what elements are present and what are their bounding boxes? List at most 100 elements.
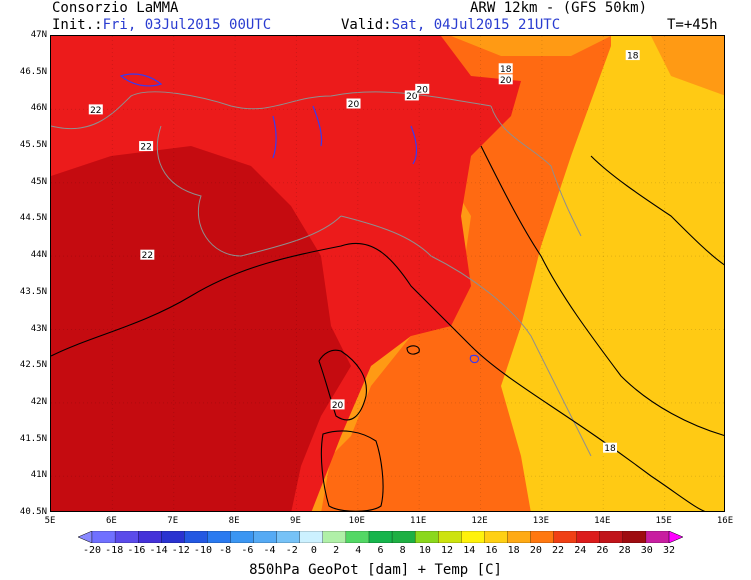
contour-label-box bbox=[330, 399, 345, 410]
colorbar-segment bbox=[299, 531, 324, 543]
colorbar-tick-label: -16 bbox=[127, 545, 146, 556]
map-panel[interactable]: 22 22 22 20 20 20 18 20 18 20 18 bbox=[50, 35, 725, 512]
contour-label: 18 bbox=[603, 442, 618, 454]
model-label: ARW 12km - (GFS 50km) bbox=[470, 0, 648, 16]
contour-label-box bbox=[346, 98, 361, 109]
lon-tick-label: 5E bbox=[44, 516, 56, 526]
lake-trasimeno bbox=[469, 354, 480, 364]
colorbar-segment bbox=[253, 531, 278, 543]
colorbar-segment bbox=[622, 531, 647, 543]
lat-tick-label: 44N bbox=[30, 250, 47, 261]
contour-label-text: 22 bbox=[90, 106, 101, 116]
valid-value: Sat, 04Jul2015 21UTC bbox=[391, 17, 561, 33]
lake-garda bbox=[410, 125, 418, 165]
colorbar-tick-label: 18 bbox=[507, 545, 520, 556]
colorbar-segment bbox=[599, 531, 624, 543]
colorbar-segment bbox=[91, 531, 116, 543]
colorbar-tick-label: 12 bbox=[441, 545, 454, 556]
lakes bbox=[119, 73, 480, 364]
lat-tick-label: 45N bbox=[30, 176, 47, 187]
border-france-italy bbox=[51, 91, 492, 130]
contour-label: 20 bbox=[415, 83, 430, 95]
colorbar-tick-label: 30 bbox=[640, 545, 653, 556]
temperature-fill bbox=[51, 36, 724, 511]
contour-label-text: 18 bbox=[604, 444, 616, 454]
border-central-italy bbox=[340, 215, 592, 457]
lat-tick-label: 44.5N bbox=[19, 213, 47, 224]
colorbar-segment bbox=[184, 531, 208, 543]
colorbar-tick-label: 24 bbox=[574, 545, 587, 556]
lon-tick-label: 6E bbox=[105, 516, 117, 526]
colorbar-segment bbox=[114, 531, 139, 543]
contour-label: 18 bbox=[498, 63, 513, 75]
colorbar-segment bbox=[368, 531, 393, 543]
lon-tick-label: 10E bbox=[348, 516, 365, 526]
colorbar-segment bbox=[530, 531, 555, 543]
legend-title: 850hPa GeoPot [dam] + Temp [C] bbox=[249, 562, 502, 578]
colorbar-tick-label: -10 bbox=[193, 545, 212, 556]
lon-tick-label: 9E bbox=[290, 516, 301, 526]
coastlines bbox=[51, 145, 724, 511]
init-time: Init.:Fri, 03Jul2015 00UTC bbox=[52, 17, 271, 33]
colorbar-segment bbox=[391, 531, 416, 543]
colorbar-tick-label: 32 bbox=[662, 545, 676, 556]
contour-label: 22 bbox=[88, 104, 103, 116]
colorbar-segment bbox=[438, 531, 462, 543]
lat-tick-label: 43.5N bbox=[19, 286, 47, 297]
colorbar-tick-label: 16 bbox=[485, 545, 498, 556]
init-value: Fri, 03Jul2015 00UTC bbox=[102, 17, 272, 33]
lake-maggiore bbox=[272, 115, 277, 159]
colorbar-tick-label: 22 bbox=[552, 545, 565, 556]
colorbar-tick-label: -12 bbox=[171, 545, 190, 556]
valid-label: Valid: bbox=[341, 17, 392, 33]
lat-tick-label: 42N bbox=[30, 396, 47, 407]
valid-time: Valid:Sat, 04Jul2015 21UTC bbox=[341, 17, 560, 33]
colorbar-tick-label: -14 bbox=[149, 545, 168, 556]
contour-label-box bbox=[415, 83, 430, 94]
colorbar-tick-label: 4 bbox=[355, 545, 362, 556]
lat-tick-label: 47N bbox=[30, 30, 47, 40]
colorbar-tick-label: 26 bbox=[596, 545, 609, 556]
temp-zone-14 bbox=[491, 36, 724, 511]
colorbar-tick-label: 28 bbox=[618, 545, 631, 556]
colorbar-segment bbox=[276, 531, 301, 543]
lon-tick-label: 15E bbox=[655, 516, 672, 526]
contour-label-text: 20 bbox=[348, 100, 360, 110]
coast-ligurian bbox=[51, 242, 472, 357]
colorbar-arrow-left bbox=[78, 531, 93, 543]
colorbar-tick-label: 10 bbox=[418, 545, 431, 556]
colorbar-segment bbox=[576, 531, 601, 543]
contour-label-box bbox=[404, 90, 419, 101]
contour-label-text: 20 bbox=[406, 92, 418, 102]
colorbar-segment bbox=[161, 531, 185, 543]
colorbar-tick-label: 8 bbox=[399, 545, 406, 556]
contour-label-box bbox=[498, 74, 513, 85]
colorbar-segment bbox=[345, 531, 370, 543]
colorbar-tick-label: 2 bbox=[333, 545, 340, 556]
colorbar-segment bbox=[322, 531, 347, 543]
coast-istria bbox=[590, 155, 724, 266]
colorbar-segment bbox=[507, 531, 531, 543]
lat-tick-label: 42.5N bbox=[19, 360, 47, 371]
colorbar-segment bbox=[645, 531, 670, 543]
lat-tick-label: 46N bbox=[30, 103, 47, 114]
colorbar-tick-label: -4 bbox=[263, 545, 276, 556]
colorbar-segment bbox=[461, 531, 485, 543]
coast-elba bbox=[406, 345, 420, 355]
border-italy-slovenia bbox=[490, 105, 582, 237]
lon-tick-label: 16E bbox=[716, 516, 734, 526]
contour-label-text: 22 bbox=[142, 251, 153, 261]
contour-label-text: 18 bbox=[627, 52, 639, 62]
contour-label-box bbox=[625, 50, 640, 61]
contour-label-box bbox=[498, 63, 513, 74]
contour-label-box bbox=[140, 249, 155, 260]
color-legend-bar bbox=[78, 531, 683, 543]
contour-label-box bbox=[603, 442, 618, 453]
colorbar-tick-label: 6 bbox=[377, 545, 384, 556]
coast-sardinia bbox=[320, 430, 384, 511]
contour-label-text: 20 bbox=[417, 85, 429, 95]
lon-tick-label: 8E bbox=[228, 516, 240, 526]
colorbar-tick-label: -20 bbox=[82, 545, 102, 556]
lon-tick-label: 13E bbox=[532, 516, 550, 526]
